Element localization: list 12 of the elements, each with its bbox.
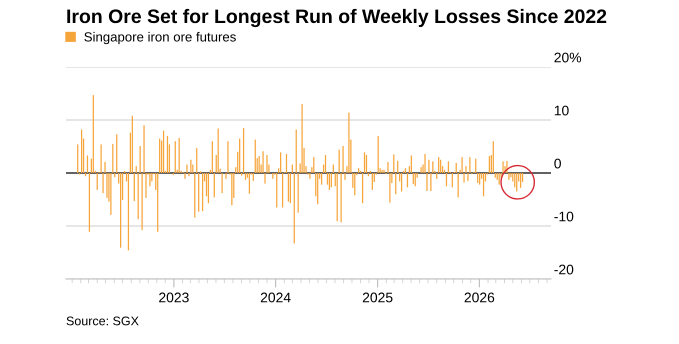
y-tick-label: -20 — [554, 264, 574, 274]
chart-title: Iron Ore Set for Longest Run of Weekly Losses Since 2022 — [67, 8, 606, 28]
y-tick-label: 0 — [554, 158, 561, 168]
x-tick-label: 2026 — [464, 292, 494, 302]
source-note: Source: SGX — [66, 316, 139, 326]
x-tick-label: 2024 — [260, 292, 291, 302]
x-tick-label: 2025 — [362, 292, 392, 302]
y-tick-label: -10 — [554, 212, 574, 222]
y-tick-label: 10 — [554, 106, 569, 116]
legend-label: Singapore iron ore futures — [84, 32, 236, 44]
x-tick-label: 2023 — [159, 292, 189, 302]
y-tick-label: 20% — [554, 52, 582, 62]
